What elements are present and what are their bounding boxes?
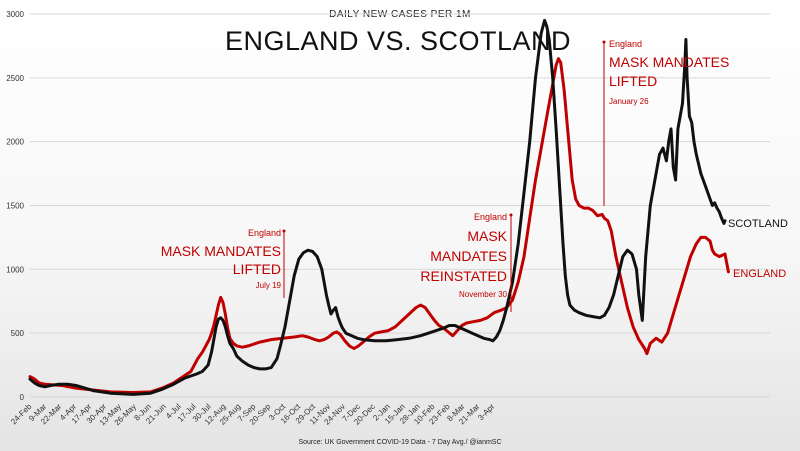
y-tick-label: 3000 <box>6 10 24 19</box>
annotation-1-country: England <box>248 228 281 238</box>
y-tick-label: 2000 <box>6 138 24 147</box>
annotation-3-line-1: MASK MANDATES <box>609 54 729 70</box>
annotation-3-line-2: LIFTED <box>609 73 657 89</box>
annotation-1-date: July 19 <box>256 281 282 290</box>
annotation-2-country: England <box>474 212 507 222</box>
annotation-2-date: November 30 <box>459 290 508 299</box>
annotation-2-line-2: MANDATES <box>430 248 507 264</box>
series-line-england <box>28 57 730 394</box>
gridlines <box>30 13 770 398</box>
x-tick-label: 3-Apr <box>476 402 496 422</box>
chart-source: Source: UK Government COVID-19 Data - 7 … <box>298 439 501 446</box>
annotation-november-30: England MASK MANDATES REINSTATED Novembe… <box>420 212 513 312</box>
annotation-2-line-3: REINSTATED <box>420 268 507 284</box>
chart-title: ENGLAND VS. SCOTLAND <box>225 26 571 56</box>
series-line-scotland <box>28 18 727 396</box>
annotation-1-line-2: LIFTED <box>233 261 281 277</box>
y-tick-label: 500 <box>11 329 25 338</box>
y-axis-ticks: 0 500 1000 1500 2000 2500 3000 <box>6 10 24 402</box>
series-lines <box>28 18 730 396</box>
annotation-1-line-1: MASK MANDATES <box>161 243 281 259</box>
x-axis-ticks: 24-Feb9-Mar22-Mar4-Apr17-Apr30-Apr13-May… <box>9 402 496 428</box>
annotation-3-date: January 26 <box>609 97 649 106</box>
series-label-england: ENGLAND <box>733 268 786 280</box>
series-label-scotland: SCOTLAND <box>728 218 788 230</box>
annotation-july-19: England MASK MANDATES LIFTED July 19 <box>161 228 286 298</box>
y-tick-label: 2500 <box>6 74 24 83</box>
annotation-3-country: England <box>609 39 642 49</box>
y-tick-label: 1500 <box>6 202 24 211</box>
annotation-2-line-1: MASK <box>467 228 507 244</box>
y-tick-label: 0 <box>20 393 25 402</box>
annotation-january-26: England MASK MANDATES LIFTED January 26 <box>602 39 729 206</box>
y-tick-label: 1000 <box>6 265 24 274</box>
